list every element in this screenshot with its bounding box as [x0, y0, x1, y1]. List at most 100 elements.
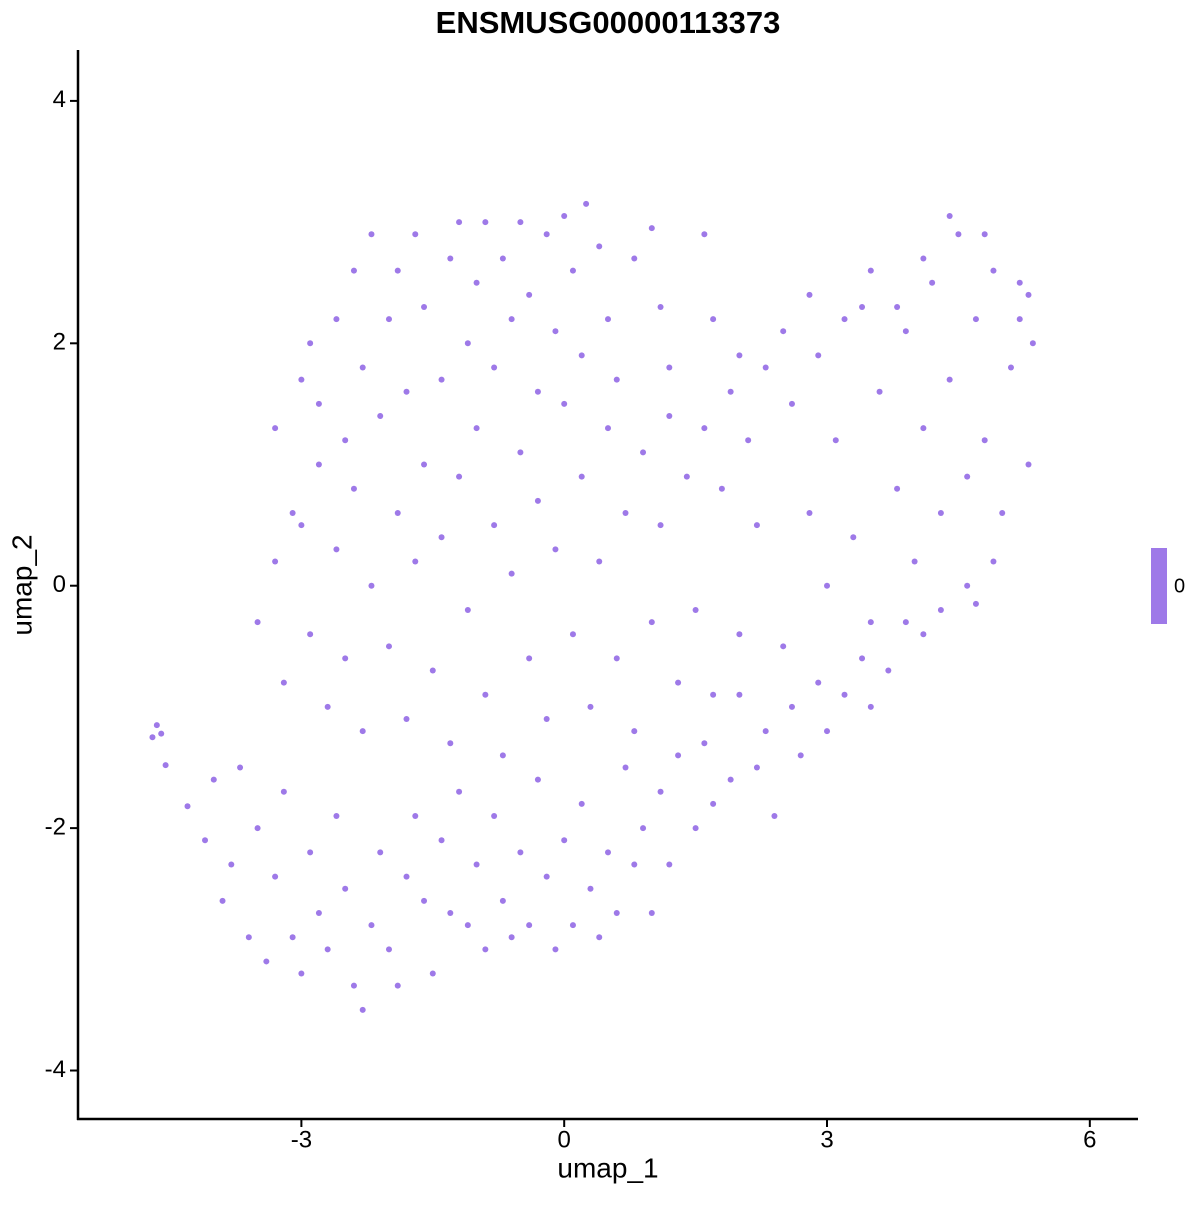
- point: [210, 776, 217, 783]
- point: [1029, 340, 1036, 347]
- point: [491, 812, 498, 819]
- point: [162, 762, 169, 769]
- point: [368, 231, 375, 238]
- point: [841, 316, 848, 323]
- point: [561, 400, 568, 407]
- point: [552, 328, 559, 335]
- point: [508, 570, 515, 577]
- point: [482, 946, 489, 953]
- point: [569, 631, 576, 638]
- point: [622, 509, 629, 516]
- point: [902, 328, 909, 335]
- point: [403, 716, 410, 723]
- x-axis-label: umap_1: [557, 1152, 658, 1183]
- point: [569, 267, 576, 274]
- point: [605, 849, 611, 856]
- point: [324, 946, 331, 953]
- point: [394, 267, 401, 274]
- point: [701, 425, 708, 432]
- point: [447, 740, 454, 747]
- point: [946, 213, 953, 220]
- point: [1007, 364, 1014, 371]
- point: [280, 679, 287, 686]
- point: [526, 922, 533, 929]
- point: [377, 849, 384, 856]
- point: [333, 812, 340, 819]
- point: [517, 219, 524, 226]
- point: [517, 449, 524, 456]
- point: [657, 788, 664, 795]
- x-tick-label: 3: [820, 1126, 833, 1153]
- point: [456, 473, 463, 480]
- point: [149, 734, 156, 741]
- point: [762, 364, 769, 371]
- point: [272, 873, 279, 880]
- point: [710, 316, 717, 323]
- point: [955, 231, 962, 238]
- point: [806, 509, 813, 516]
- point: [692, 606, 699, 613]
- point: [631, 861, 638, 868]
- point: [456, 219, 463, 226]
- point: [990, 267, 997, 274]
- point: [824, 582, 831, 589]
- point: [499, 255, 506, 262]
- point: [736, 691, 743, 698]
- point: [981, 231, 988, 238]
- point: [473, 279, 480, 286]
- point: [613, 909, 620, 916]
- point: [929, 279, 936, 286]
- point: [184, 803, 191, 810]
- point: [219, 897, 226, 904]
- point: [350, 485, 357, 492]
- point: [412, 812, 419, 819]
- point: [596, 934, 603, 941]
- point: [482, 691, 489, 698]
- point: [622, 764, 629, 771]
- point: [771, 812, 778, 819]
- point: [508, 316, 515, 323]
- point: [867, 619, 874, 626]
- point: [499, 752, 506, 759]
- point: [990, 558, 997, 565]
- point: [587, 885, 594, 892]
- point: [491, 522, 498, 529]
- x-tick-label: 6: [1083, 1126, 1096, 1153]
- point: [788, 703, 795, 710]
- point: [657, 303, 664, 310]
- point: [298, 970, 305, 977]
- point: [815, 352, 822, 359]
- point: [534, 776, 541, 783]
- y-tick-label: -4: [45, 1056, 66, 1083]
- x-tick-label: -3: [291, 1126, 312, 1153]
- point: [359, 364, 366, 371]
- point: [315, 461, 322, 468]
- point: [596, 243, 603, 250]
- point: [543, 231, 550, 238]
- point: [894, 485, 901, 492]
- point: [298, 522, 305, 529]
- y-tick-label: 2: [53, 329, 66, 356]
- point: [736, 352, 743, 359]
- point: [964, 582, 971, 589]
- point: [999, 509, 1006, 516]
- point: [377, 413, 384, 420]
- point: [894, 303, 901, 310]
- point: [675, 752, 682, 759]
- point: [613, 655, 620, 662]
- point: [657, 522, 664, 529]
- point: [394, 982, 401, 989]
- point: [333, 546, 340, 553]
- point: [631, 255, 638, 262]
- point: [289, 934, 296, 941]
- point: [648, 225, 655, 232]
- point: [605, 425, 611, 432]
- point: [1016, 279, 1023, 286]
- point: [307, 849, 314, 856]
- point: [359, 728, 366, 735]
- point: [583, 200, 590, 207]
- point: [736, 631, 743, 638]
- point: [534, 497, 541, 504]
- point: [569, 922, 576, 929]
